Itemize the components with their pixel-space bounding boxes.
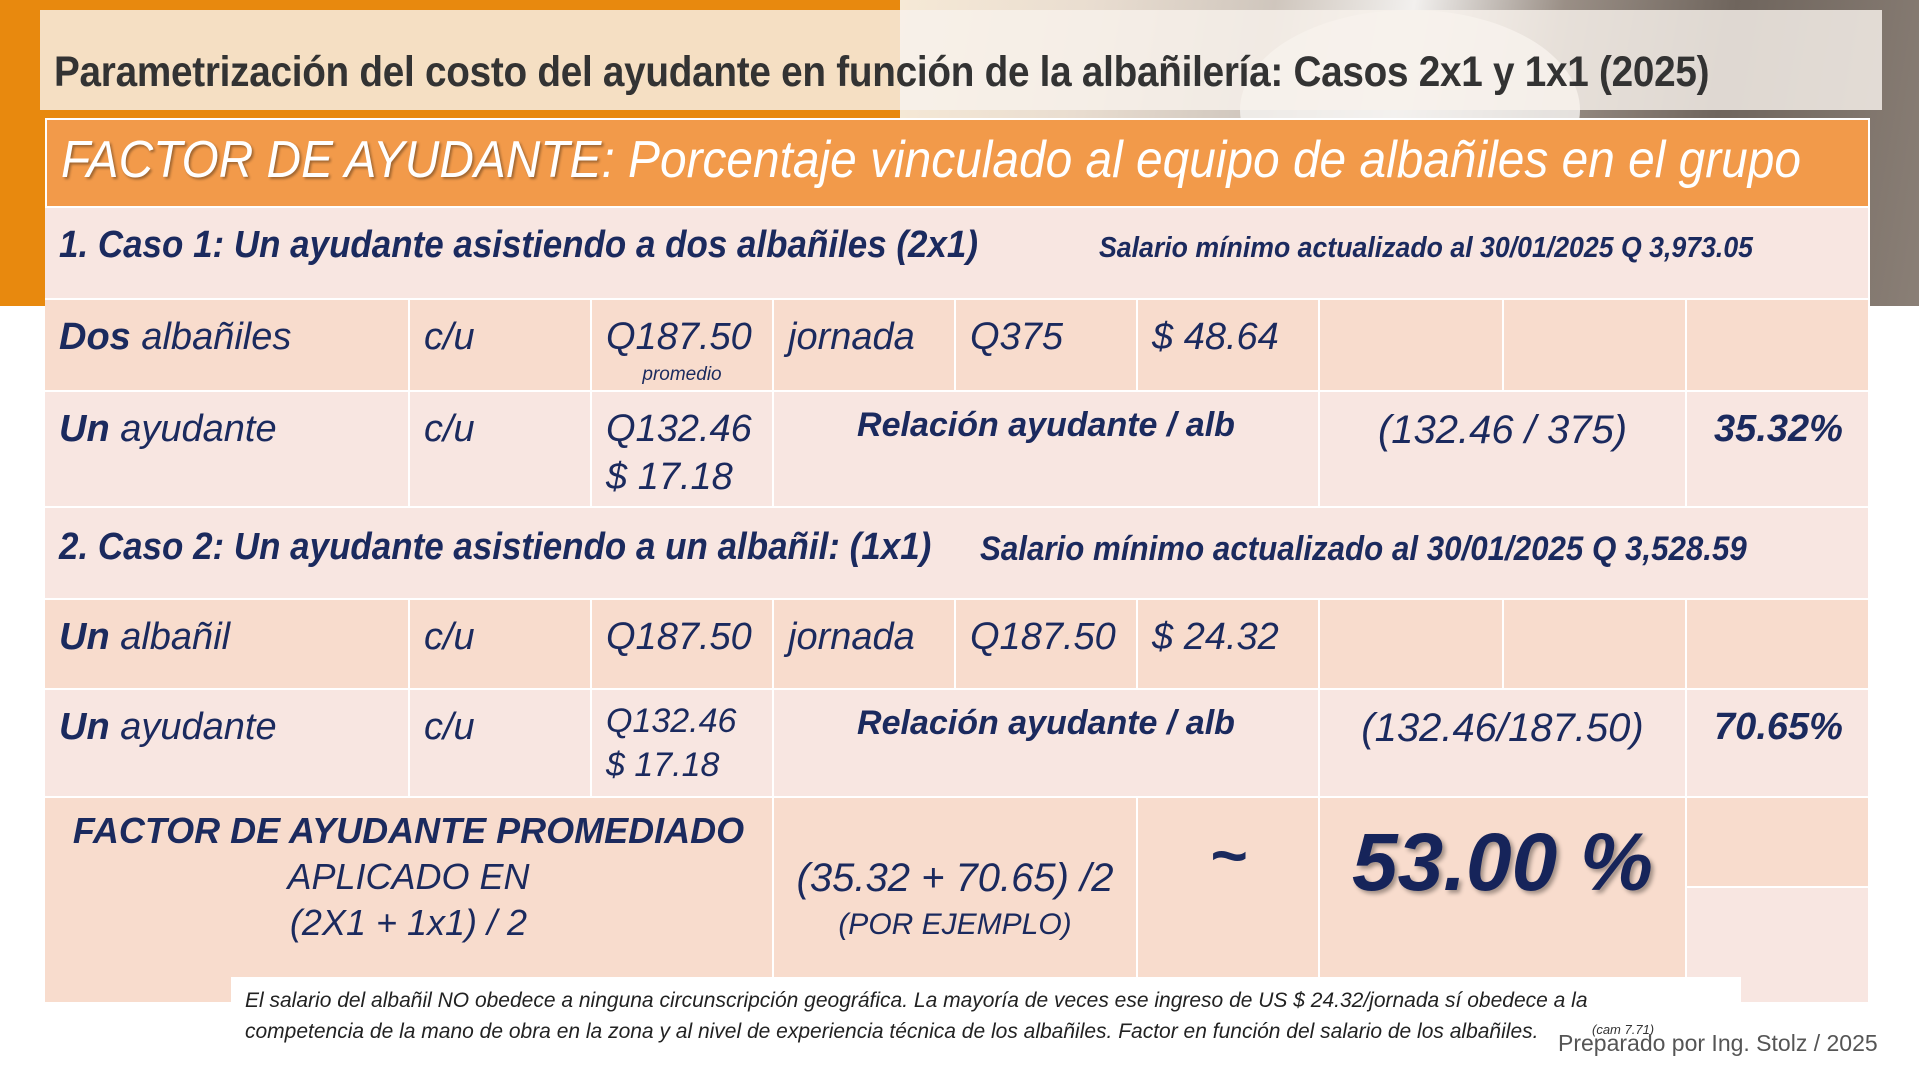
empty-cell	[1687, 798, 1870, 888]
case1-title: 1. Caso 1: Un ayudante asistiendo a dos …	[59, 224, 978, 266]
case2-row1-usd: $ 24.32	[1152, 616, 1279, 658]
case1-row2-price-cell: Q132.46 $ 17.18	[592, 392, 774, 508]
header-rest: : Porcentaje vinculado al equipo de alba…	[601, 131, 1801, 189]
case2-row1-price: Q187.50	[606, 616, 752, 658]
case2-row1-total-cell: Q187.50	[956, 600, 1138, 690]
empty-cell	[1504, 600, 1687, 690]
case1-row2-label-cell: Un ayudante	[45, 392, 410, 508]
case2-row2-price-cell: Q132.46 $ 17.18	[592, 690, 774, 798]
empty-cell	[1320, 300, 1504, 392]
case1-row1-label: Dos albañiles	[59, 316, 291, 359]
case2-row2-bold: Un	[59, 706, 110, 748]
case1-salary-note: Salario mínimo actualizado al 30/01/2025…	[1099, 232, 1754, 264]
case2-row1-label-cell: Un albañil	[45, 600, 410, 690]
case2-row1-period: jornada	[788, 616, 915, 658]
case2-row1-unit: c/u	[424, 616, 475, 658]
case2-row1-label: Un albañil	[59, 616, 230, 659]
case1-row1-period-cell: jornada	[774, 300, 956, 392]
case2-percent-cell: 70.65%	[1687, 690, 1870, 798]
case1-row1-price-note: promedio	[642, 364, 722, 385]
case1-row1-text: albañiles	[130, 316, 292, 358]
case2-row2-usd: $ 17.18	[606, 746, 720, 784]
case1-formula: (132.46 / 375)	[1377, 408, 1628, 452]
header-lead: FACTOR DE AYUDANTE	[61, 131, 602, 189]
case1-title-row: 1. Caso 1: Un ayudante asistiendo a dos …	[45, 208, 1870, 300]
case1-row2-text: ayudante	[109, 408, 277, 450]
case1-row1-price-cell: Q187.50 promedio	[592, 300, 774, 392]
case2-row2-text: ayudante	[109, 706, 277, 748]
case1-formula-cell: (132.46 / 375)	[1320, 392, 1687, 508]
case2-title-row: 2. Caso 2: Un ayudante asistiendo a un a…	[45, 508, 1870, 600]
summary-result: 53.00 %	[1352, 817, 1653, 908]
empty-cell	[1504, 300, 1687, 392]
case2-formula-cell: (132.46/187.50)	[1320, 690, 1687, 798]
case2-percent: 70.65%	[1714, 706, 1843, 748]
case1-row1-label-cell: Dos albañiles	[45, 300, 410, 392]
case2-row1-bold: Un	[59, 616, 110, 658]
empty-cell	[1687, 300, 1870, 392]
summary-formula-cell: (35.32 + 70.65) /2 (POR EJEMPLO)	[774, 798, 1138, 1004]
case2-row1-total: Q187.50	[970, 616, 1116, 658]
case1-row1-unit-cell: c/u	[410, 300, 592, 392]
case1-row1-usd-cell: $ 48.64	[1138, 300, 1320, 392]
case2-row1-unit-cell: c/u	[410, 600, 592, 690]
case1-row2-label: Un ayudante	[59, 408, 277, 451]
case2-row1-text: albañil	[109, 616, 231, 658]
case1-row1-unit: c/u	[424, 316, 475, 358]
case1-row1-total: Q375	[970, 316, 1063, 358]
case1-row1-price: Q187.50	[606, 316, 752, 358]
case2-row2-label-cell: Un ayudante	[45, 690, 410, 798]
case1-row2-price: Q132.46	[606, 408, 752, 450]
case2-row1-price-cell: Q187.50	[592, 600, 774, 690]
slide-title: Parametrización del costo del ayudante e…	[54, 48, 1710, 96]
summary-result-cell: 53.00 %	[1320, 798, 1687, 1004]
summary-label-cell: FACTOR DE AYUDANTE PROMEDIADO APLICADO E…	[45, 798, 774, 1004]
footnote: El salario del albañil NO obedece a ning…	[245, 989, 1588, 1043]
case2-row2-unit: c/u	[424, 706, 475, 748]
summary-line2: APLICADO EN	[287, 856, 530, 897]
case1-percent-cell: 35.32%	[1687, 392, 1870, 508]
case1-row2-usd: $ 17.18	[606, 456, 733, 498]
summary-approx: ~	[1209, 819, 1247, 891]
case1-row2-unit-cell: c/u	[410, 392, 592, 508]
summary-approx-cell: ~	[1138, 798, 1320, 1004]
case2-row2-unit-cell: c/u	[410, 690, 592, 798]
case2-salary-note: Salario mínimo actualizado al 30/01/2025…	[980, 530, 1747, 568]
case1-relation-label: Relación ayudante / alb	[857, 406, 1235, 444]
case1-row1-usd: $ 48.64	[1152, 316, 1279, 358]
case1-percent: 35.32%	[1714, 408, 1843, 450]
case1-row1-bold: Dos	[59, 316, 131, 358]
case1-row2-unit: c/u	[424, 408, 475, 450]
table-header: FACTOR DE AYUDANTE: Porcentaje vinculado…	[45, 118, 1870, 208]
table-header-text: FACTOR DE AYUDANTE: Porcentaje vinculado…	[61, 130, 1801, 190]
author-credit: Preparado por Ing. Stolz / 2025	[1558, 1030, 1878, 1056]
case1-row1-total-cell: Q375	[956, 300, 1138, 392]
summary-formula-note: (POR EJEMPLO)	[838, 908, 1072, 941]
summary-line1: FACTOR DE AYUDANTE PROMEDIADO	[72, 810, 745, 851]
empty-cell	[1320, 600, 1504, 690]
summary-formula: (35.32 + 70.65) /2	[796, 856, 1114, 900]
case1-row2-bold: Un	[59, 408, 110, 450]
case2-title: 2. Caso 2: Un ayudante asistiendo a un a…	[59, 526, 932, 568]
case1-relation-cell: Relación ayudante / alb	[774, 392, 1320, 508]
case2-row1-usd-cell: $ 24.32	[1138, 600, 1320, 690]
title-backdrop	[40, 10, 1882, 110]
case2-formula: (132.46/187.50)	[1361, 706, 1644, 750]
summary-line3: (2X1 + 1x1) / 2	[289, 902, 528, 943]
case2-row1-period-cell: jornada	[774, 600, 956, 690]
case2-relation-cell: Relación ayudante / alb	[774, 690, 1320, 798]
case2-relation-label: Relación ayudante / alb	[857, 704, 1235, 742]
case2-row2-label: Un ayudante	[59, 706, 277, 749]
footnote-backdrop	[231, 977, 1741, 1047]
factor-table: FACTOR DE AYUDANTE: Porcentaje vinculado…	[45, 118, 1870, 1004]
empty-cell	[1687, 600, 1870, 690]
case1-row1-period: jornada	[788, 316, 915, 358]
case2-row2-price: Q132.46	[606, 702, 737, 740]
cam-note: (cam 7.71)	[1592, 1022, 1655, 1037]
